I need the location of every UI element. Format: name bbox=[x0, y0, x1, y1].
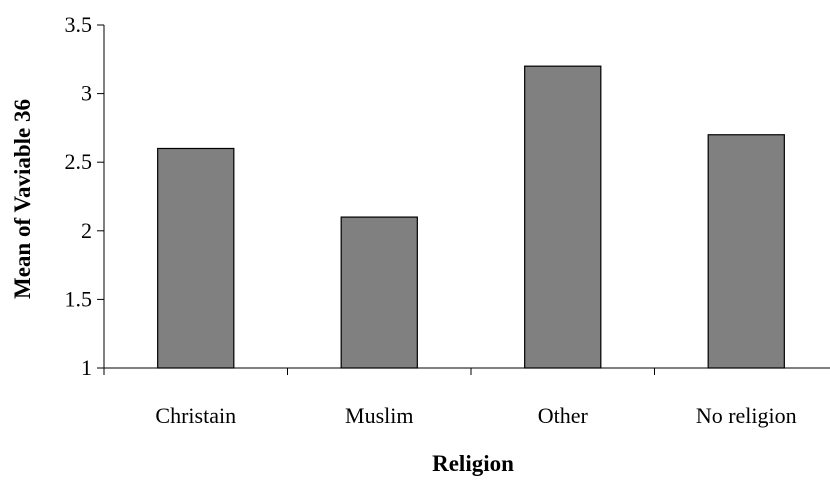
bars bbox=[157, 65, 785, 369]
bar-muslim bbox=[340, 216, 418, 369]
x-tick-label: Muslim bbox=[345, 403, 413, 428]
y-tick-label: 2 bbox=[81, 218, 92, 243]
y-axis-title: Mean of Vaviable 36 bbox=[10, 99, 35, 299]
y-axis: 1 1.5 2 2.5 3 3.5 bbox=[65, 12, 105, 380]
x-axis: Christain Muslim Other No religion bbox=[103, 367, 830, 428]
bar-other bbox=[524, 65, 602, 369]
y-tick-label: 1.5 bbox=[65, 286, 93, 311]
y-tick-label: 1 bbox=[81, 355, 92, 380]
x-tick-label: Other bbox=[538, 403, 589, 428]
y-tick-label: 2.5 bbox=[65, 149, 93, 174]
y-tick-label: 3 bbox=[81, 81, 92, 106]
x-tick-label: Christain bbox=[155, 403, 236, 428]
bar-christain bbox=[157, 147, 235, 369]
x-tick-label: No religion bbox=[696, 403, 797, 428]
bar-no-religion bbox=[707, 134, 785, 369]
y-tick-label: 3.5 bbox=[65, 12, 93, 37]
x-axis-title: Religion bbox=[432, 451, 514, 476]
